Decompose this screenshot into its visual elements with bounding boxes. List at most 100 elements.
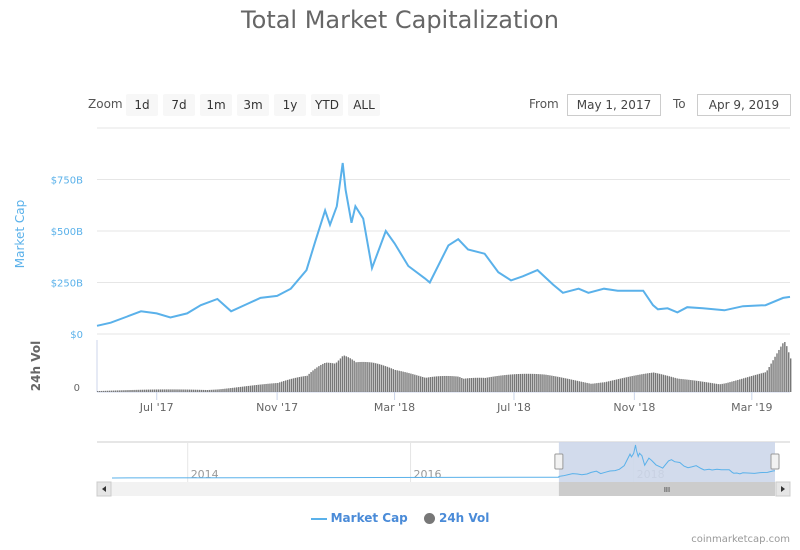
volume-bar bbox=[286, 379, 289, 392]
chart-title: Total Market Capitalization bbox=[241, 6, 559, 34]
volume-bar bbox=[187, 389, 189, 392]
volume-bar bbox=[108, 390, 111, 392]
volume-bar bbox=[611, 380, 614, 392]
volume-bar bbox=[222, 388, 224, 392]
volume-bar bbox=[134, 389, 136, 392]
volume-bar bbox=[177, 389, 179, 392]
volume-bar bbox=[245, 386, 248, 392]
volume-bar bbox=[275, 383, 277, 392]
volume-bar bbox=[271, 383, 273, 392]
volume-bar bbox=[445, 375, 447, 392]
volume-bar bbox=[437, 376, 440, 392]
volume-bar bbox=[351, 359, 353, 392]
navigator-tick-label: 2016 bbox=[414, 468, 442, 481]
volume-bar bbox=[584, 382, 586, 392]
navigator-handle[interactable] bbox=[770, 453, 780, 470]
zoom-1d-button[interactable]: 1d bbox=[126, 94, 158, 116]
volume-bar bbox=[692, 380, 694, 392]
volume-bar bbox=[786, 346, 788, 392]
x-tick-label: Nov '17 bbox=[256, 401, 298, 414]
volume-bar bbox=[142, 389, 144, 392]
to-date-input[interactable]: Apr 9, 2019 bbox=[697, 94, 791, 116]
volume-bar bbox=[668, 376, 671, 392]
volume-bar bbox=[764, 372, 766, 392]
legend-item-24h-vol[interactable]: 24h Vol bbox=[423, 511, 489, 525]
navigator-tick-label: 2014 bbox=[191, 468, 219, 481]
volume-bar bbox=[703, 381, 706, 392]
volume-axis-title: 24h Vol bbox=[29, 341, 43, 391]
volume-bar bbox=[302, 376, 304, 392]
zoom-all-button[interactable]: ALL bbox=[348, 94, 380, 116]
volume-bar bbox=[647, 373, 649, 392]
volume-bar bbox=[635, 375, 637, 392]
volume-bar bbox=[472, 377, 475, 392]
volume-bar bbox=[247, 385, 250, 392]
volume-bar bbox=[259, 384, 261, 392]
volume-bar bbox=[590, 383, 592, 392]
volume-bar bbox=[756, 374, 759, 392]
volume-bar bbox=[257, 384, 259, 392]
zoom-7d-button[interactable]: 7d bbox=[163, 94, 195, 116]
volume-bar bbox=[363, 361, 365, 392]
volume-bar bbox=[744, 377, 747, 392]
volume-bar bbox=[192, 389, 195, 392]
volume-bar bbox=[709, 382, 712, 392]
from-label: From bbox=[529, 97, 559, 111]
from-date-input[interactable]: May 1, 2017 bbox=[567, 94, 661, 116]
volume-bar bbox=[261, 384, 263, 392]
volume-bar bbox=[758, 373, 761, 392]
volume-bar bbox=[98, 390, 101, 392]
volume-bar bbox=[535, 373, 537, 392]
volume-bar bbox=[466, 378, 469, 392]
volume-bar bbox=[157, 389, 160, 392]
navigator-handle[interactable] bbox=[554, 453, 564, 470]
volume-bar bbox=[592, 383, 594, 392]
volume-bar bbox=[138, 389, 140, 392]
volume-bar bbox=[633, 375, 635, 392]
volume-bar bbox=[175, 389, 177, 392]
y-tick-label: $0 bbox=[70, 330, 83, 341]
navigator-series-line bbox=[111, 444, 776, 479]
volume-bar bbox=[380, 364, 383, 392]
volume-bar bbox=[559, 377, 561, 392]
volume-bar bbox=[357, 362, 359, 392]
volume-bar bbox=[143, 389, 146, 392]
volume-bar bbox=[729, 382, 731, 392]
volume-bar bbox=[680, 378, 682, 392]
volume-bar bbox=[147, 389, 150, 392]
volume-bar bbox=[304, 376, 306, 392]
volume-bar bbox=[316, 367, 318, 392]
credit-link[interactable]: coinmarketcap.com bbox=[691, 534, 790, 545]
zoom-1m-button[interactable]: 1m bbox=[200, 94, 232, 116]
zoom-ytd-button[interactable]: YTD bbox=[311, 94, 343, 116]
volume-bar bbox=[216, 389, 218, 392]
volume-bar bbox=[263, 384, 265, 392]
volume-bar bbox=[508, 374, 510, 392]
volume-bar bbox=[384, 366, 387, 392]
volume-bar bbox=[527, 373, 530, 392]
legend-item-market-cap[interactable]: Market Cap bbox=[310, 511, 408, 525]
volume-bar bbox=[110, 390, 113, 392]
zoom-3m-button[interactable]: 3m bbox=[237, 94, 269, 116]
volume-bar bbox=[627, 376, 629, 392]
volume-bar bbox=[770, 363, 772, 392]
volume-bar bbox=[774, 356, 776, 392]
volume-bar bbox=[515, 374, 518, 392]
volume-bar bbox=[551, 375, 553, 392]
volume-bar bbox=[643, 373, 645, 392]
volume-bar bbox=[713, 383, 716, 392]
volume-bar bbox=[664, 375, 667, 392]
volume-bar bbox=[347, 357, 349, 392]
volume-bar bbox=[106, 390, 109, 392]
volume-bar bbox=[502, 375, 504, 392]
volume-bar bbox=[725, 383, 727, 392]
volume-bar bbox=[173, 389, 175, 392]
volume-bar bbox=[183, 389, 185, 392]
volume-bar bbox=[269, 383, 271, 392]
zoom-1y-button[interactable]: 1y bbox=[274, 94, 306, 116]
volume-bar bbox=[165, 389, 167, 392]
volume-bar bbox=[159, 389, 162, 392]
navigator-selection-mask bbox=[558, 442, 775, 482]
scrollbar-thumb[interactable] bbox=[558, 482, 775, 496]
